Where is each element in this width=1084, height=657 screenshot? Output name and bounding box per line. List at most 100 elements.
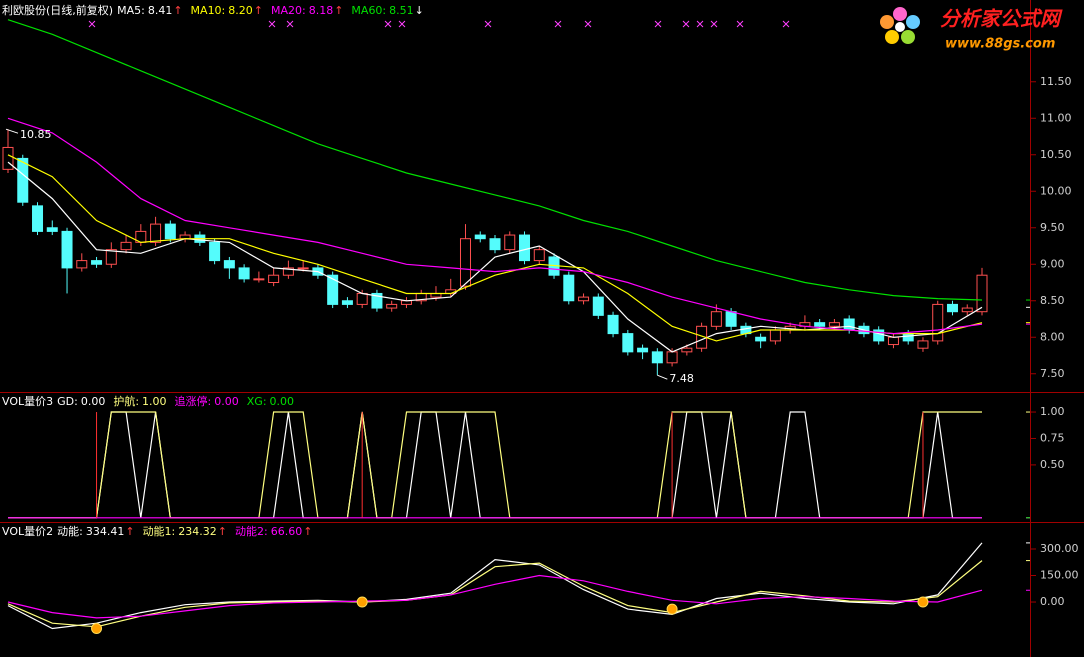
- candle-body: [637, 347, 649, 353]
- y-tick-label: 300.00: [1040, 542, 1079, 555]
- y-tick-label: 9.50: [1040, 221, 1065, 234]
- candle-body: [164, 223, 176, 240]
- candle-body: [533, 249, 545, 262]
- legend-name: MA60:: [351, 4, 386, 17]
- y-tick-label: 11.00: [1040, 111, 1072, 124]
- candle-body: [150, 223, 162, 243]
- legend-trend: ↑: [303, 525, 312, 538]
- y-tick-label: 1.00: [1040, 405, 1065, 418]
- signal-ball: [917, 596, 929, 608]
- legend-name: MA5:: [117, 4, 145, 17]
- candle-body: [828, 322, 840, 327]
- y-tick-label: 11.50: [1040, 75, 1072, 88]
- legend-value: 8.18: [309, 4, 334, 17]
- legend-value: 334.41: [86, 525, 125, 538]
- logo: 分析家公式网 www.88gs.com: [880, 7, 1063, 52]
- candle-body: [459, 238, 471, 287]
- candle-body: [223, 260, 235, 269]
- legend-value: 8.51: [389, 4, 414, 17]
- signal-ball: [91, 623, 103, 635]
- signal-cross: [398, 20, 406, 28]
- legend-name: GD:: [57, 395, 78, 408]
- signal-ball: [666, 603, 678, 615]
- y-tick-label: 7.50: [1040, 367, 1065, 380]
- candle-body: [769, 329, 781, 342]
- legend-trend: ↑: [125, 525, 134, 538]
- candle-body: [961, 307, 973, 313]
- candle-body: [105, 249, 117, 265]
- candle-body: [32, 205, 44, 232]
- indicator-line: [7, 574, 983, 619]
- logo-url: www.88gs.com: [945, 37, 1055, 52]
- candle-body: [710, 311, 722, 327]
- candle-body: [327, 274, 339, 305]
- ma-line: [7, 117, 983, 335]
- candle-body: [725, 311, 737, 327]
- legend-name: MA20:: [271, 4, 306, 17]
- candle-body: [519, 234, 531, 262]
- candle-body: [917, 340, 929, 349]
- low-annotation: 7.48: [669, 372, 694, 385]
- candle-body: [681, 347, 693, 353]
- legend-value: 0.00: [270, 395, 295, 408]
- legend-trend: ↑: [173, 4, 182, 17]
- legend-name: MA10:: [191, 4, 226, 17]
- legend-value: 0.00: [214, 395, 239, 408]
- chart-title: 利欧股份(日线,前复权): [2, 3, 113, 17]
- signal-cross: [654, 20, 662, 28]
- signal-ball: [356, 596, 368, 608]
- candle-body: [474, 234, 486, 240]
- signal-cross: [710, 20, 718, 28]
- candle-body: [253, 278, 265, 281]
- logo-title: 分析家公式网: [940, 7, 1063, 31]
- legend-name: 动能1:: [143, 524, 176, 538]
- candle-body: [651, 351, 663, 364]
- y-tick-label: 8.50: [1040, 294, 1065, 307]
- annotation-pointer: [657, 374, 668, 380]
- legend-trend: ↑: [218, 525, 227, 538]
- candle-body: [578, 296, 590, 302]
- candle-body: [282, 267, 294, 276]
- y-tick-label: 0.00: [1040, 595, 1065, 608]
- logo-petal: [893, 7, 907, 21]
- legend-name: 动能:: [57, 524, 83, 538]
- candle-body: [386, 303, 398, 309]
- legend-name: 护航:: [113, 394, 139, 408]
- candle-body: [902, 333, 914, 342]
- candle-body: [209, 241, 221, 262]
- ma-line: [7, 154, 983, 342]
- legend-value: 0.00: [81, 395, 106, 408]
- y-tick-label: 9.00: [1040, 257, 1065, 270]
- y-tick-label: 0.75: [1040, 431, 1065, 444]
- candle-body: [666, 351, 678, 364]
- logo-petal: [906, 15, 920, 29]
- candle-body: [814, 322, 826, 327]
- candle-body: [563, 274, 575, 302]
- annotation-pointer: [5, 128, 19, 134]
- ma-line: [7, 19, 983, 301]
- panel-title: VOL量价3: [2, 395, 53, 408]
- y-tick-label: 10.00: [1040, 184, 1072, 197]
- candle-body: [76, 260, 88, 269]
- y-tick-label: 8.00: [1040, 330, 1065, 343]
- candle-body: [2, 146, 14, 170]
- candle-body: [932, 303, 944, 342]
- signal-cross: [554, 20, 562, 28]
- candle-body: [755, 336, 767, 342]
- signal-cross: [88, 20, 96, 28]
- panel-title: VOL量价2: [2, 525, 53, 538]
- legend-name: 追涨停:: [175, 394, 212, 408]
- legend-name: XG:: [247, 395, 267, 408]
- signal-cross: [286, 20, 294, 28]
- y-tick-label: 0.50: [1040, 458, 1065, 471]
- legend-value: 8.41: [148, 4, 173, 17]
- logo-petal: [901, 30, 915, 44]
- candle-body: [622, 333, 634, 353]
- signal-cross: [696, 20, 704, 28]
- candle-body: [976, 274, 988, 313]
- candle-body: [120, 241, 132, 251]
- logo-petal: [885, 30, 899, 44]
- candle-body: [297, 267, 309, 270]
